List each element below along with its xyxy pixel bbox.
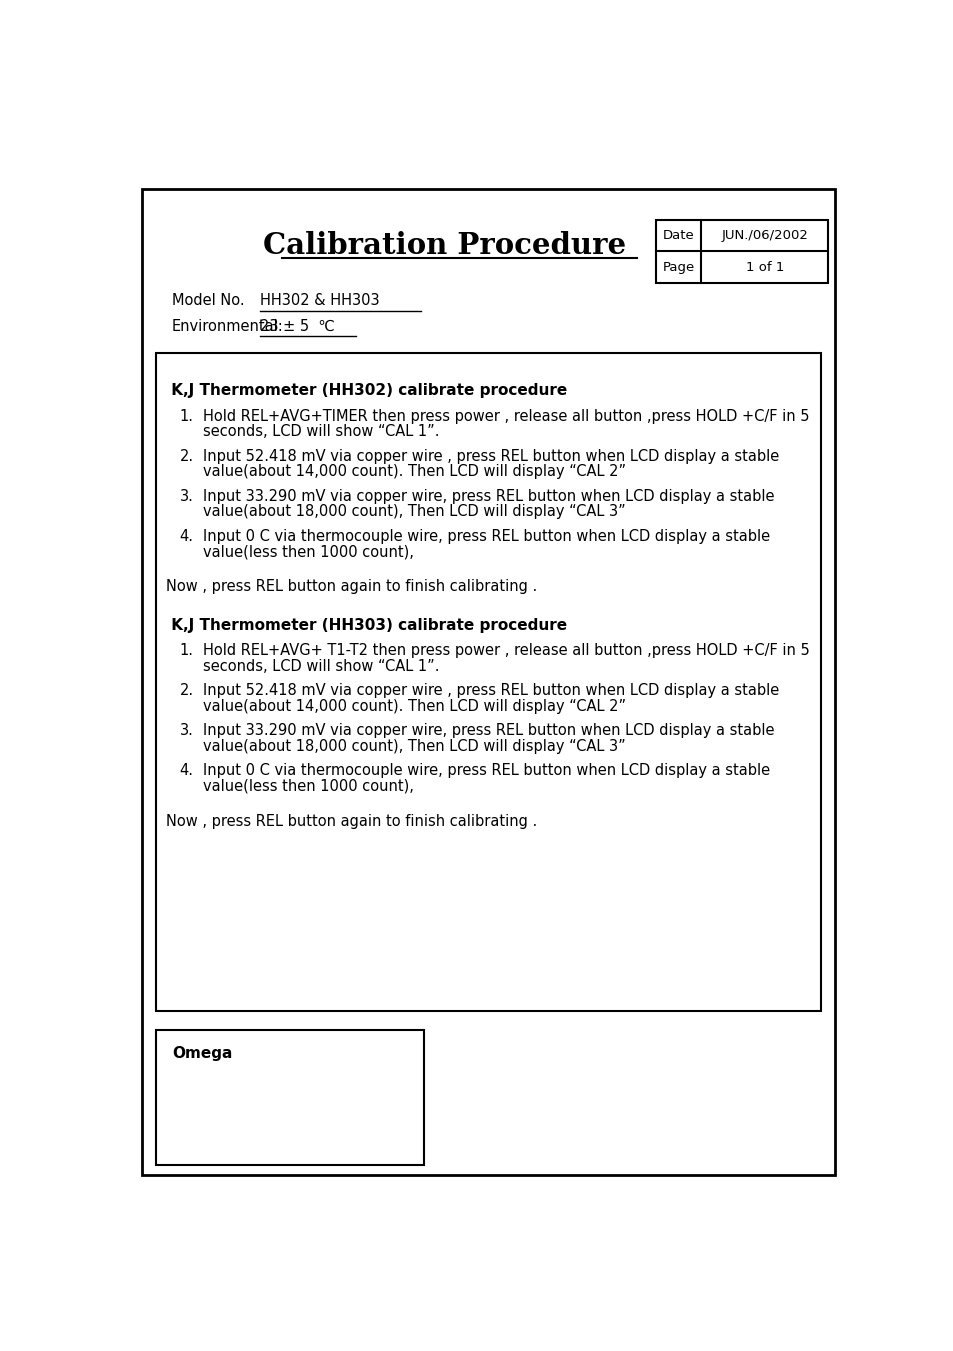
Text: Date: Date (662, 230, 694, 242)
Bar (156, 353, 821, 1012)
Text: Input 0 C via thermocouple wire, press REL button when LCD display a stable: Input 0 C via thermocouple wire, press R… (203, 763, 769, 778)
Text: JUN./06/2002: JUN./06/2002 (720, 230, 807, 242)
Text: Input 33.290 mV via copper wire, press REL button when LCD display a stable: Input 33.290 mV via copper wire, press R… (203, 489, 774, 504)
Text: Environmental:: Environmental: (172, 319, 283, 334)
Text: Hold REL+AVG+TIMER then press power , release all button ,press HOLD +C/F in 5: Hold REL+AVG+TIMER then press power , re… (203, 408, 808, 423)
Text: value(about 18,000 count), Then LCD will display “CAL 3”: value(about 18,000 count), Then LCD will… (203, 739, 625, 754)
Text: 1.: 1. (179, 408, 193, 423)
Text: 1.: 1. (179, 643, 193, 658)
Text: value(less then 1000 count),: value(less then 1000 count), (203, 780, 414, 794)
Bar (156, 1029, 423, 1165)
Text: Hold REL+AVG+ T1-T2 then press power , release all button ,press HOLD +C/F in 5: Hold REL+AVG+ T1-T2 then press power , r… (203, 643, 809, 658)
Text: Input 33.290 mV via copper wire, press REL button when LCD display a stable: Input 33.290 mV via copper wire, press R… (203, 723, 774, 739)
Text: value(about 14,000 count). Then LCD will display “CAL 2”: value(about 14,000 count). Then LCD will… (203, 463, 625, 480)
Text: Model No.: Model No. (172, 293, 244, 308)
Text: Omega: Omega (172, 1046, 233, 1061)
Text: HH302 & HH303: HH302 & HH303 (260, 293, 379, 308)
Text: Input 52.418 mV via copper wire , press REL button when LCD display a stable: Input 52.418 mV via copper wire , press … (203, 449, 779, 463)
Text: 4.: 4. (179, 763, 193, 778)
Text: 23 ± 5  ℃: 23 ± 5 ℃ (260, 319, 335, 334)
Text: Now , press REL button again to finish calibrating .: Now , press REL button again to finish c… (166, 815, 537, 830)
Text: 4.: 4. (179, 528, 193, 543)
Text: value(less then 1000 count),: value(less then 1000 count), (203, 544, 414, 559)
Bar (656, 220, 827, 282)
Text: 1 of 1: 1 of 1 (745, 261, 783, 274)
Text: 2.: 2. (179, 449, 193, 463)
Text: value(about 14,000 count). Then LCD will display “CAL 2”: value(about 14,000 count). Then LCD will… (203, 698, 625, 713)
Text: K,J Thermometer (HH303) calibrate procedure: K,J Thermometer (HH303) calibrate proced… (166, 617, 566, 634)
Text: K,J Thermometer (HH302) calibrate procedure: K,J Thermometer (HH302) calibrate proced… (166, 384, 566, 399)
Text: value(about 18,000 count), Then LCD will display “CAL 3”: value(about 18,000 count), Then LCD will… (203, 504, 625, 519)
Text: seconds, LCD will show “CAL 1”.: seconds, LCD will show “CAL 1”. (203, 424, 439, 439)
Text: Page: Page (662, 261, 694, 274)
Text: Input 0 C via thermocouple wire, press REL button when LCD display a stable: Input 0 C via thermocouple wire, press R… (203, 528, 769, 543)
Text: 3.: 3. (179, 489, 193, 504)
Text: 3.: 3. (179, 723, 193, 739)
Text: Calibration Procedure: Calibration Procedure (263, 231, 626, 259)
Text: Now , press REL button again to finish calibrating .: Now , press REL button again to finish c… (166, 580, 537, 594)
Text: Input 52.418 mV via copper wire , press REL button when LCD display a stable: Input 52.418 mV via copper wire , press … (203, 684, 779, 698)
Text: 2.: 2. (179, 684, 193, 698)
Text: seconds, LCD will show “CAL 1”.: seconds, LCD will show “CAL 1”. (203, 659, 439, 674)
